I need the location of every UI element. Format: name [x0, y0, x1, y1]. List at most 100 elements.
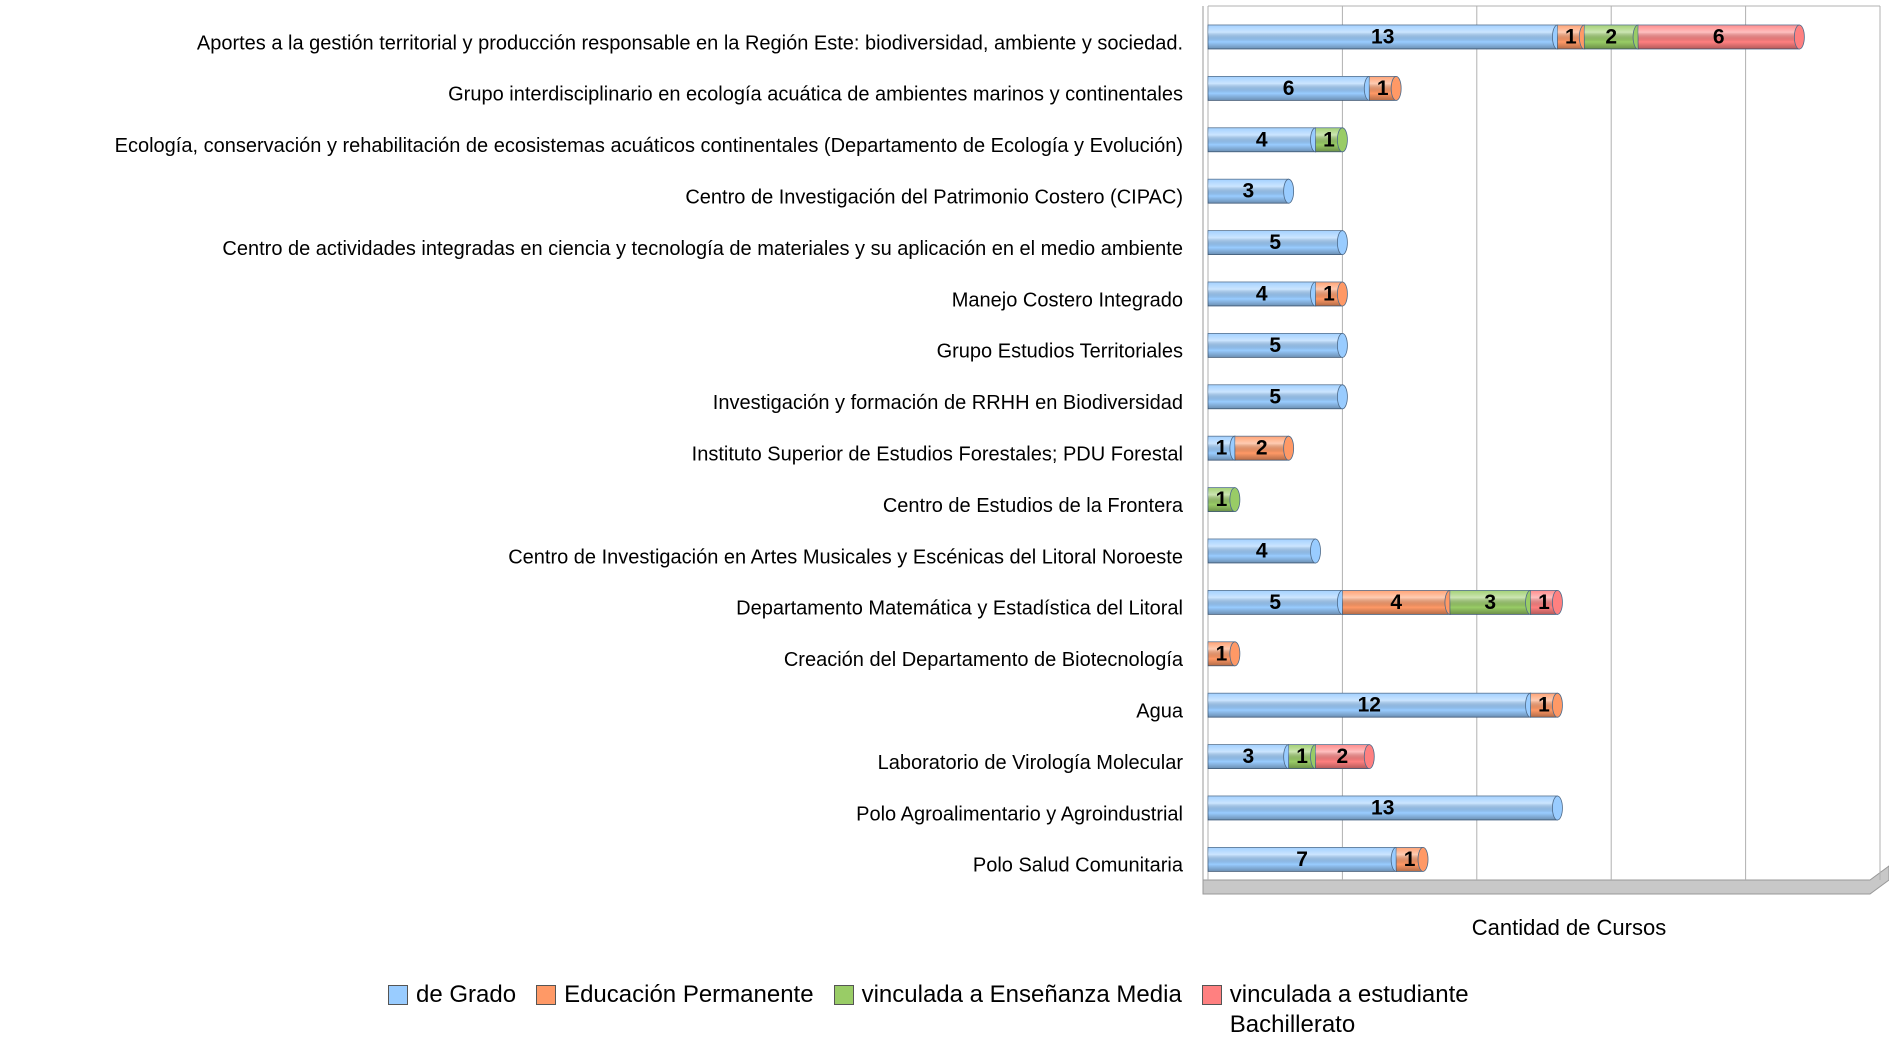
value-label: 1: [1538, 591, 1550, 614]
category-label: Ecología, conservación y rehabilitación …: [115, 135, 1183, 157]
bar-cap: [1793, 24, 1805, 50]
category-label: Manejo Costero Integrado: [952, 289, 1183, 311]
bar-cap: [1283, 435, 1295, 461]
bar-cap: [1310, 538, 1321, 564]
bar-shine: [1208, 796, 1558, 820]
legend: de Grado Educación Permanente vinculada a …: [388, 980, 1520, 1040]
bar-cap: [1552, 590, 1563, 615]
value-label: 1: [1565, 26, 1577, 49]
bar-cap: [1283, 178, 1295, 204]
legend-swatch: [536, 985, 557, 1005]
bar-shine: [1208, 76, 1370, 101]
category-label: Laboratorio de Virología Molecular: [878, 752, 1184, 774]
bar-shine: [1208, 127, 1316, 152]
category-label: Departamento Matemática y Estadística de…: [736, 598, 1183, 620]
bar-cap: [1337, 230, 1348, 256]
category-label: Instituto Superior de Estudios Forestale…: [692, 443, 1183, 465]
bar-cap: [1552, 795, 1563, 821]
category-label: Centro de Investigación del Patrimonio C…: [685, 186, 1183, 208]
legend-label: de Grado: [416, 981, 517, 1008]
value-label: 4: [1390, 591, 1402, 614]
bar-shine: [1208, 693, 1531, 718]
value-label: 13: [1371, 797, 1394, 820]
legend-swatch: [1201, 985, 1222, 1005]
bar-shine: [1208, 282, 1316, 306]
value-label: 1: [1216, 437, 1228, 460]
bar-shine: [1208, 384, 1343, 409]
value-label: 7: [1296, 848, 1308, 871]
category-label: Centro de Investigación en Artes Musical…: [508, 546, 1183, 568]
value-label: 1: [1538, 694, 1550, 717]
category-label: Centro de actividades integradas en cien…: [222, 238, 1183, 260]
legend-item: vinculada a estudiante Bachillerato: [1201, 980, 1520, 1040]
bar-cap: [1229, 641, 1241, 667]
legend-label: vinculada a Enseñanza Media: [861, 981, 1182, 1008]
value-label: 6: [1713, 26, 1725, 49]
category-label: Polo Salud Comunitaria: [973, 855, 1184, 877]
bar-cap: [1337, 384, 1348, 410]
bar-shine: [1208, 590, 1343, 615]
bar-cap: [1337, 332, 1348, 358]
value-label: 1: [1323, 283, 1335, 306]
bar-shine: [1208, 847, 1397, 872]
category-label: Centro de Estudios de la Frontera: [883, 495, 1184, 517]
bar-shine: [1208, 25, 1558, 49]
category-label: Investigación y formación de RRHH en Bio…: [713, 392, 1183, 414]
bar-cap: [1363, 744, 1375, 769]
bar-shine: [1638, 25, 1800, 49]
value-label: 2: [1605, 26, 1617, 49]
value-label: 5: [1269, 334, 1281, 357]
bar-shine: [1584, 25, 1639, 49]
legend-label: Educación Permanente: [564, 981, 814, 1008]
bar-shine: [1208, 179, 1289, 204]
bar-shine: [1208, 744, 1289, 769]
bar-cap: [1552, 692, 1563, 718]
bar-shine: [1315, 744, 1370, 769]
legend-label: vinculada a estudiante Bachillerato: [1229, 981, 1469, 1038]
x-axis-label: Cantidad de Cursos: [1472, 915, 1666, 940]
value-label: 4: [1256, 283, 1268, 306]
bar-cap: [1337, 127, 1348, 153]
bar-cap: [1390, 76, 1402, 101]
bar-shine: [1208, 333, 1343, 358]
value-label: 4: [1256, 540, 1268, 563]
legend-swatch: [833, 985, 854, 1005]
value-label: 3: [1242, 180, 1254, 203]
legend-item: vinculada a Enseñanza Media: [833, 980, 1182, 1010]
value-label: 1: [1296, 745, 1308, 768]
value-label: 1: [1323, 128, 1335, 151]
chart: Cantidad de Cursos Aportes a la gestión …: [115, 5, 1889, 940]
bar-shine: [1449, 590, 1531, 615]
legend-item: de Grado: [388, 980, 516, 1010]
value-label: 5: [1269, 231, 1281, 254]
bar-cap: [1229, 487, 1241, 513]
value-label: 3: [1242, 745, 1254, 768]
value-label: 2: [1337, 745, 1349, 768]
category-label: Creación del Departamento de Biotecnolog…: [784, 649, 1184, 671]
value-label: 2: [1256, 437, 1268, 460]
value-label: 3: [1484, 591, 1496, 614]
value-label: 12: [1358, 694, 1381, 717]
category-label: Agua: [1136, 700, 1184, 722]
legend-item: Educación Permanente: [536, 980, 814, 1010]
bar-cap: [1417, 847, 1429, 872]
bar-shine: [1234, 436, 1289, 461]
value-label: 1: [1377, 77, 1389, 100]
category-label: Grupo interdisciplinario en ecología acu…: [448, 84, 1183, 106]
value-label: 6: [1283, 77, 1295, 100]
bar-shine: [1342, 590, 1450, 615]
value-label: 4: [1256, 128, 1268, 151]
bar-shine: [1208, 539, 1316, 563]
value-label: 1: [1216, 642, 1228, 665]
legend-swatch: [388, 985, 408, 1005]
value-label: 1: [1216, 488, 1228, 511]
bar-shine: [1208, 230, 1343, 255]
value-label: 1: [1404, 848, 1416, 871]
category-label: Polo Agroalimentario y Agroindustrial: [856, 803, 1183, 825]
value-label: 5: [1269, 385, 1281, 408]
category-label: Aportes a la gestión territorial y produ…: [197, 32, 1183, 54]
value-label: 13: [1371, 26, 1394, 49]
value-label: 5: [1269, 591, 1281, 614]
bar-cap: [1337, 281, 1348, 307]
